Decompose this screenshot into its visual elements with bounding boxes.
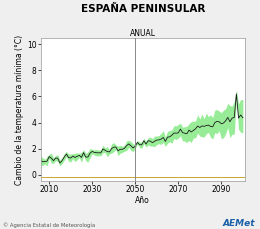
Y-axis label: Cambio de la temperatura mínima (°C): Cambio de la temperatura mínima (°C)	[15, 34, 24, 185]
X-axis label: Año: Año	[135, 196, 150, 205]
Text: © Agencia Estatal de Meteorología: © Agencia Estatal de Meteorología	[3, 222, 95, 228]
Text: ESPAÑA PENINSULAR: ESPAÑA PENINSULAR	[81, 3, 205, 14]
Title: ANUAL: ANUAL	[130, 29, 156, 38]
Text: AEMet: AEMet	[222, 219, 255, 228]
